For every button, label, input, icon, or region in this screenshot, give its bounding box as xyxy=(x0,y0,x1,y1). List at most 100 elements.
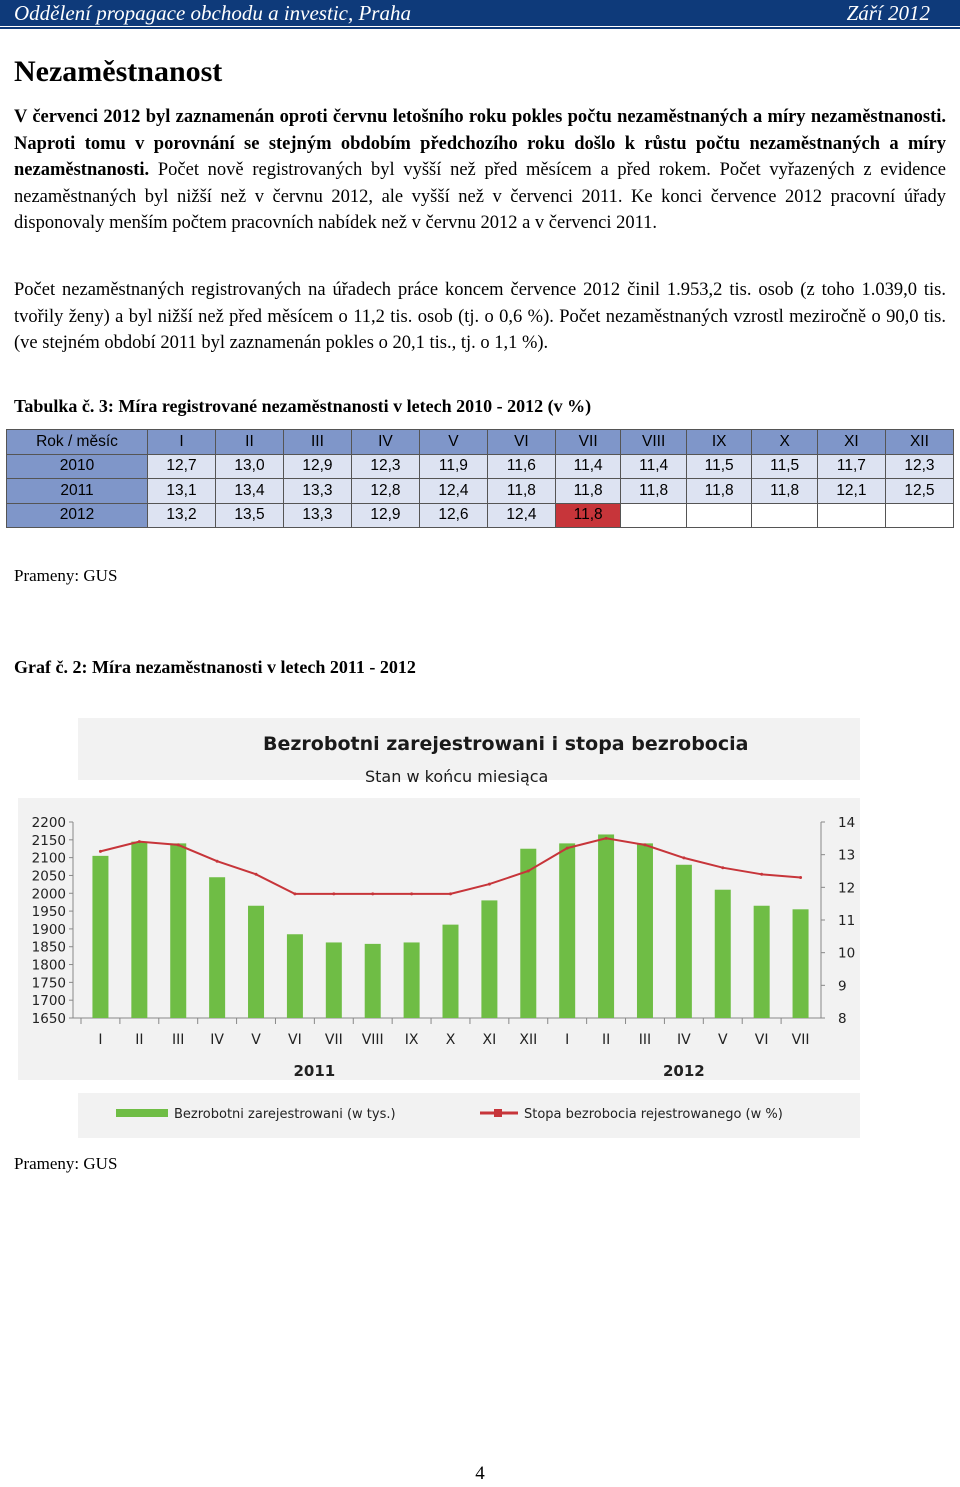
chart-bar xyxy=(714,889,731,1018)
table-year-cell: 2012 xyxy=(6,502,148,528)
table-empty-cell xyxy=(816,502,886,528)
right-axis-tick-label: 13 xyxy=(838,848,855,864)
legend-line-label: Stopa bezrobocia rejestrowanego (w %) xyxy=(524,1107,783,1122)
x-axis-tick-label: II xyxy=(602,1032,610,1048)
x-axis-tick-label: IX xyxy=(405,1032,419,1048)
right-axis-tick-label: 11 xyxy=(838,913,855,929)
table-header-cell: II xyxy=(214,429,284,455)
left-axis-tick-label: 2000 xyxy=(32,886,66,902)
table-header-cell: III xyxy=(282,429,352,455)
chart-line-point xyxy=(98,849,102,853)
x-axis-tick-label: VII xyxy=(325,1032,343,1048)
table-header-cell: X xyxy=(751,429,818,455)
header-rule xyxy=(0,27,960,29)
table-header-cell: VIII xyxy=(620,429,687,455)
header-department: Oddělení propagace obchodu a investic, P… xyxy=(14,1,411,25)
table-header-cell: I xyxy=(147,429,216,455)
chart-bar xyxy=(598,834,615,1018)
table-value-cell: 11,8 xyxy=(554,478,622,504)
chart-bar xyxy=(286,934,303,1018)
table-value-cell: 13,0 xyxy=(214,453,284,479)
left-axis-tick-label: 2200 xyxy=(32,815,66,831)
x-axis-tick-label: III xyxy=(172,1032,184,1048)
left-axis-tick-label: 1800 xyxy=(32,958,66,974)
table-value-cell: 11,6 xyxy=(486,453,556,479)
table-value-cell: 12,9 xyxy=(350,502,420,528)
table-empty-cell xyxy=(620,502,687,528)
table-value-cell: 12,3 xyxy=(884,453,955,479)
left-axis-tick-label: 1650 xyxy=(32,1011,66,1027)
table-value-cell: 13,4 xyxy=(214,478,284,504)
chart-bar xyxy=(209,877,226,1018)
chart-line-point xyxy=(799,876,803,880)
table-header-cell: XII xyxy=(884,429,955,455)
table-value-cell: 12,6 xyxy=(418,502,488,528)
left-axis-tick-label: 1900 xyxy=(32,922,66,938)
left-axis-tick-label: 2100 xyxy=(32,851,66,867)
chart-bar xyxy=(792,909,809,1018)
chart-svg: Bezrobotni zarejestrowani i stopa bezrob… xyxy=(18,718,860,1138)
chart-line-point xyxy=(643,843,647,847)
table-value-cell: 11,8 xyxy=(685,478,753,504)
table-header-cell: Rok / měsíc xyxy=(6,429,148,455)
chart-bar xyxy=(131,841,148,1018)
chart-line-point xyxy=(487,882,491,886)
table-year-cell: 2010 xyxy=(6,453,148,479)
table-value-cell: 13,2 xyxy=(147,502,216,528)
table-value-cell: 11,4 xyxy=(554,453,622,479)
chart-bar xyxy=(753,905,770,1018)
x-axis-tick-label: VII xyxy=(792,1032,810,1048)
chart-bar xyxy=(559,843,576,1018)
chart-line-point xyxy=(604,836,608,840)
table-value-cell: 12,4 xyxy=(418,478,488,504)
table-row: 2010 12,7 13,0 12,9 12,3 11,9 11,6 11,4 11,4 11,5… xyxy=(6,453,955,479)
chart-bar xyxy=(248,905,265,1018)
chart-bar xyxy=(636,843,653,1018)
table-value-cell: 11,7 xyxy=(816,453,886,479)
chart-line-point xyxy=(526,869,530,873)
chart-title: Bezrobotni zarejestrowani i stopa bezrob… xyxy=(263,733,748,755)
unemployment-chart: Bezrobotni zarejestrowani i stopa bezrob… xyxy=(18,718,860,1138)
left-axis-tick-label: 2150 xyxy=(32,833,66,849)
table-value-cell: 13,5 xyxy=(214,502,284,528)
chart-line-point xyxy=(721,866,725,870)
table-value-cell: 11,5 xyxy=(751,453,818,479)
table-header-cell: IV xyxy=(350,429,420,455)
table-highlight-cell: 11,8 xyxy=(554,502,622,528)
table-empty-cell xyxy=(685,502,753,528)
left-axis-tick-label: 2050 xyxy=(32,868,66,884)
x-axis-tick-label: XI xyxy=(483,1032,497,1048)
table-value-cell: 13,3 xyxy=(282,478,352,504)
section-title: Nezaměstnanost xyxy=(14,55,223,88)
right-axis-tick-label: 8 xyxy=(838,1011,847,1027)
x-axis-tick-label: VI xyxy=(755,1032,769,1048)
chart-line-point xyxy=(449,892,452,896)
chart-line-point xyxy=(371,892,375,896)
x-axis-tick-label: IV xyxy=(210,1032,224,1048)
chart-line-point xyxy=(410,892,414,896)
legend-bar-swatch xyxy=(116,1109,168,1117)
header-date: Září 2012 xyxy=(846,1,930,25)
table-source: Prameny: GUS xyxy=(14,566,118,585)
chart-bar xyxy=(325,942,342,1018)
page-header: Oddělení propagace obchodu a investic, P… xyxy=(0,0,960,26)
x-axis-tick-label: VIII xyxy=(362,1032,384,1048)
left-axis-tick-label: 1950 xyxy=(32,904,66,920)
chart-bar xyxy=(92,855,109,1018)
chart-source: Prameny: GUS xyxy=(14,1154,118,1173)
unemployment-rate-table: Rok / měsíc I II III IV V VI VII VIII IX X XI XII 201… xyxy=(6,429,955,528)
chart-line-point xyxy=(332,892,336,896)
x-axis-tick-label: IV xyxy=(677,1032,691,1048)
x-axis-group-label: 2011 xyxy=(293,1062,335,1080)
x-axis-tick-label: V xyxy=(251,1032,261,1048)
table-row: 2012 13,2 13,5 13,3 12,9 12,6 12,4 11,8 xyxy=(6,502,955,528)
table-value-cell: 11,8 xyxy=(751,478,818,504)
chart-bar xyxy=(520,848,537,1018)
table-value-cell: 11,8 xyxy=(486,478,556,504)
chart-bar xyxy=(364,943,381,1018)
table-header-cell: IX xyxy=(685,429,753,455)
left-axis-tick-label: 1850 xyxy=(32,940,66,956)
table-value-cell: 12,4 xyxy=(486,502,556,528)
table-row: 2011 13,1 13,4 13,3 12,8 12,4 11,8 11,8 11,8 11,8… xyxy=(6,478,955,504)
legend-line-marker xyxy=(494,1109,502,1117)
